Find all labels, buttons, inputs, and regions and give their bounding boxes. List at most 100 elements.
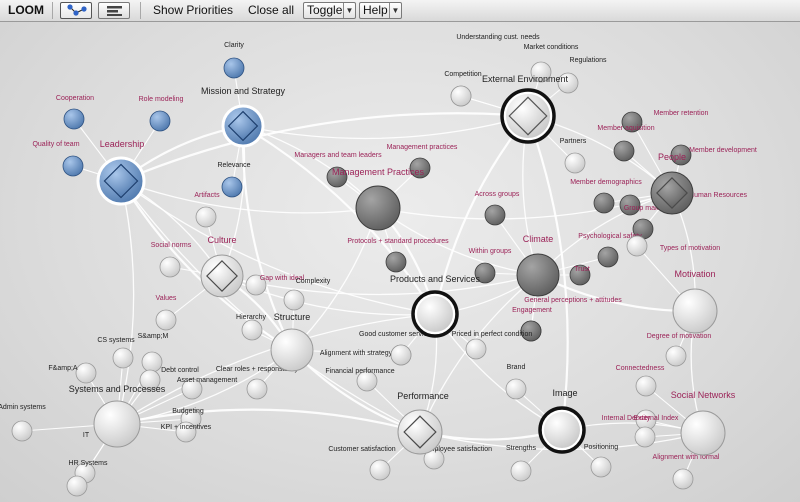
concept-node[interactable]: Positioning [584, 444, 618, 478]
node-circle[interactable] [369, 459, 391, 481]
node-circle[interactable] [635, 375, 657, 397]
close-all-button[interactable]: Close all [248, 3, 295, 17]
concept-node[interactable]: Role modeling [139, 96, 184, 132]
concept-node[interactable]: Artifacts [194, 192, 220, 228]
node-circle[interactable] [11, 420, 33, 442]
node-circle[interactable] [245, 274, 267, 296]
concept-node[interactable]: F&amp;A [48, 362, 97, 384]
concept-node[interactable]: Customer satisfaction [328, 446, 396, 481]
concept-node[interactable]: Quality of team [32, 141, 84, 177]
concept-node[interactable]: Member demographics [570, 179, 642, 214]
concept-node[interactable]: Protocols + standard procedures [347, 238, 449, 273]
hub-structure[interactable]: Structure [270, 312, 314, 372]
concept-node[interactable]: Member retention [621, 110, 709, 133]
concept-node[interactable]: Asset management [177, 377, 237, 400]
node-circle[interactable] [619, 194, 641, 216]
concept-node[interactable]: Member development [670, 144, 757, 166]
concept-node[interactable]: Admin systems [0, 404, 46, 442]
concept-node[interactable]: Management practices [387, 144, 458, 179]
concept-node[interactable]: CS systems [97, 337, 135, 369]
node-circle[interactable] [590, 456, 612, 478]
node-circle[interactable] [670, 144, 692, 166]
concept-node[interactable]: Managers and team leaders [294, 152, 382, 188]
concept-network-graph[interactable]: Clarity Relevance Cooperation Role modeling… [0, 22, 800, 502]
node-circle[interactable] [63, 108, 85, 130]
node-circle[interactable] [621, 111, 643, 133]
node-circle[interactable] [626, 235, 648, 257]
concept-node[interactable]: Complexity [283, 278, 331, 311]
concept-node[interactable]: HR Systems [66, 460, 108, 497]
concept-node[interactable]: Debt control [139, 367, 199, 391]
node-circle[interactable] [181, 378, 203, 400]
node-circle[interactable] [613, 140, 635, 162]
node-circle[interactable] [484, 204, 506, 226]
hub-performance[interactable]: Performance [397, 391, 449, 455]
concept-node[interactable]: Strengths [506, 445, 536, 482]
concept-node[interactable]: Brand [505, 364, 527, 400]
hub-image[interactable]: Image [538, 388, 586, 454]
node-circle[interactable] [356, 370, 378, 392]
hub-mission[interactable]: Mission and Strategy [201, 86, 286, 148]
node-circle[interactable] [139, 369, 161, 391]
hub-systems[interactable]: Systems and Processes [69, 384, 166, 448]
show-priorities-button[interactable]: Show Priorities [153, 3, 234, 17]
node-circle[interactable] [557, 72, 579, 94]
node-circle[interactable] [141, 351, 163, 373]
concept-node[interactable]: Gap with ideal [245, 274, 305, 296]
node-circle[interactable] [241, 319, 263, 341]
concept-node[interactable]: KPI + incentives [161, 421, 212, 443]
concept-node[interactable]: Member aquisition [597, 125, 655, 162]
hub-leadership[interactable]: Leadership [96, 139, 146, 206]
hub-motivation[interactable]: Motivation [672, 269, 718, 334]
hub-circle[interactable] [93, 400, 141, 448]
hub-circle[interactable] [672, 288, 718, 334]
node-circle[interactable] [66, 475, 88, 497]
node-circle[interactable] [665, 345, 687, 367]
node-circle[interactable] [450, 85, 472, 107]
concept-node[interactable]: Hierarchy [236, 314, 266, 341]
concept-node[interactable]: Partners [560, 138, 587, 174]
toggle-dropdown[interactable]: Toggle ▼ [303, 2, 356, 19]
node-circle[interactable] [505, 378, 527, 400]
node-circle[interactable] [510, 460, 532, 482]
network-view-button[interactable] [60, 2, 92, 19]
concept-node[interactable]: Degree of motivation [647, 333, 712, 367]
concept-node[interactable]: Clear roles + responsibility [216, 366, 299, 400]
node-circle[interactable] [62, 155, 84, 177]
node-circle[interactable] [465, 338, 487, 360]
hub-mgmt[interactable]: Management Practices [332, 167, 425, 231]
network-canvas[interactable]: Clarity Relevance Cooperation Role modeling… [0, 22, 800, 502]
hub-circle[interactable] [680, 410, 726, 456]
node-circle[interactable] [672, 468, 694, 490]
concept-node[interactable]: Connectedness [616, 365, 665, 397]
concept-node[interactable]: Psychological safety [578, 233, 642, 268]
concept-node[interactable]: Priced in perfect condition [452, 331, 533, 360]
concept-node[interactable]: Engagement [512, 307, 552, 342]
node-circle[interactable] [634, 426, 656, 448]
concept-node[interactable]: Values [155, 295, 177, 331]
concept-node[interactable]: Alignment with formal [653, 454, 720, 490]
concept-node[interactable]: Financial performance [325, 368, 395, 392]
node-circle[interactable] [223, 57, 245, 79]
concept-node[interactable]: Within groups [469, 248, 512, 284]
priority-view-button[interactable] [98, 2, 130, 19]
node-circle[interactable] [385, 251, 407, 273]
node-circle[interactable] [155, 309, 177, 331]
node-circle[interactable] [597, 246, 619, 268]
node-circle[interactable] [564, 152, 586, 174]
hub-people[interactable]: People [650, 152, 694, 215]
node-circle[interactable] [569, 264, 591, 286]
node-circle[interactable] [409, 157, 431, 179]
hub-culture[interactable]: Culture [200, 235, 244, 298]
hub-circle[interactable] [516, 253, 560, 297]
concept-node[interactable]: External Index [634, 415, 679, 448]
hub-external[interactable]: External Environment [482, 74, 569, 144]
node-circle[interactable] [326, 166, 348, 188]
hub-social[interactable]: Social Networks [671, 390, 736, 456]
concept-node[interactable]: Competition [444, 71, 482, 107]
hub-circle[interactable] [270, 328, 314, 372]
node-circle[interactable] [474, 262, 496, 284]
node-circle[interactable] [221, 176, 243, 198]
hub-circle[interactable] [355, 185, 401, 231]
concept-node[interactable]: Across groups [475, 191, 520, 226]
